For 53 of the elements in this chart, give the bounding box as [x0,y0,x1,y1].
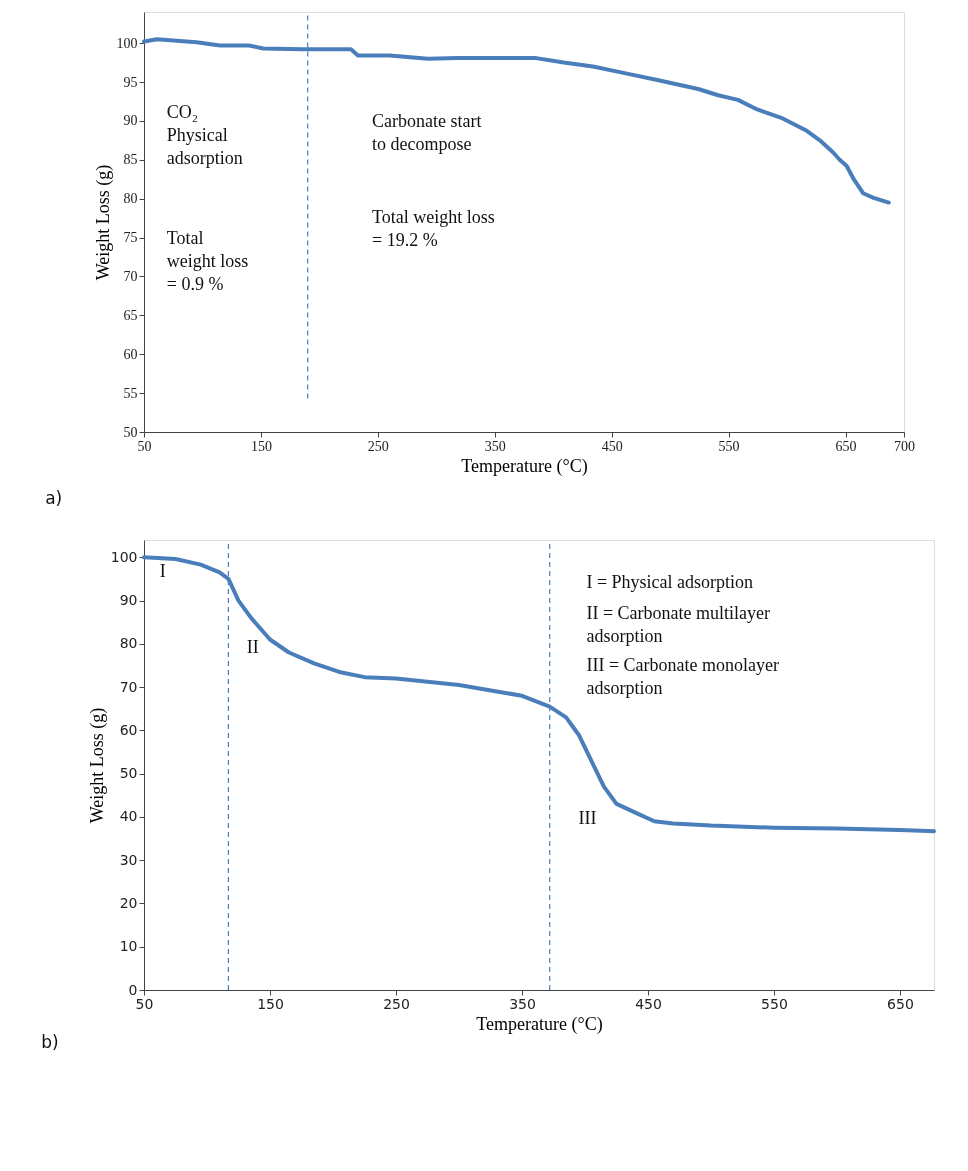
y-tick-label: 60 [123,346,138,362]
x-tick-label: 250 [367,438,389,454]
y-tick-label: 60 [119,721,138,738]
annotation: Carbonate start to decompose [372,110,482,154]
y-tick-label: 85 [123,152,138,168]
y-tick-label: 40 [119,808,138,825]
x-tick-label: 150 [257,995,284,1012]
text: a) [45,487,63,508]
y-tick-label: 10 [119,938,138,955]
y-tick-label: 80 [119,635,138,652]
y-tick-label: 75 [123,230,138,246]
x-tick-label: 700 [894,438,915,454]
y-tick-label: 100 [116,35,138,51]
y-tick-label: 55 [123,385,138,401]
annotation: I [159,560,166,581]
y-axis-title: Weight Loss (g) [92,164,114,281]
x-axis-title: Temperature (°C) [476,1013,603,1035]
y-tick-label: 30 [119,851,138,868]
annotation: II [246,637,259,657]
annotation: Total weight loss = 0.9 % [166,228,249,295]
y-tick-label: 90 [123,113,138,129]
x-axis-title: Temperature (°C) [461,455,588,477]
annotation: CO₂ Physical adsorption [166,102,243,169]
y-tick-label: 95 [123,74,138,90]
y-tick-label: 70 [119,678,138,695]
annotation: III [578,808,597,828]
annotation: I = Physical adsorption [586,571,754,592]
x-tick-label: 50 [135,995,154,1012]
x-tick-label: 650 [835,438,857,454]
y-tick-label: 50 [123,424,138,440]
x-tick-label: 450 [601,438,623,454]
x-tick-label: 550 [761,995,788,1012]
y-tick-label: 90 [119,592,138,609]
x-tick-label: 450 [635,995,662,1012]
annotation: Total weight loss = 19.2 % [372,207,495,251]
x-tick-label: 350 [509,995,536,1012]
text: b) [41,1032,59,1052]
x-tick-label: 50 [137,438,152,454]
y-tick-label: 80 [123,191,138,207]
y-axis-title: Weight Loss (g) [86,707,108,824]
x-tick-label: 550 [718,438,740,454]
y-tick-label: 50 [119,765,138,782]
y-tick-label: 100 [110,548,138,565]
y-tick-label: 20 [119,894,138,911]
x-tick-label: 150 [250,438,272,454]
x-tick-label: 350 [484,438,506,454]
x-tick-label: 650 [887,995,914,1012]
y-tick-label: 65 [123,307,138,323]
y-tick-label: 0 [128,981,138,998]
x-tick-label: 250 [383,995,410,1012]
annotation: II = Carbonate multilayer adsorption [586,603,770,647]
y-tick-label: 70 [123,268,138,284]
annotation: III = Carbonate monolayer adsorption [586,655,779,698]
